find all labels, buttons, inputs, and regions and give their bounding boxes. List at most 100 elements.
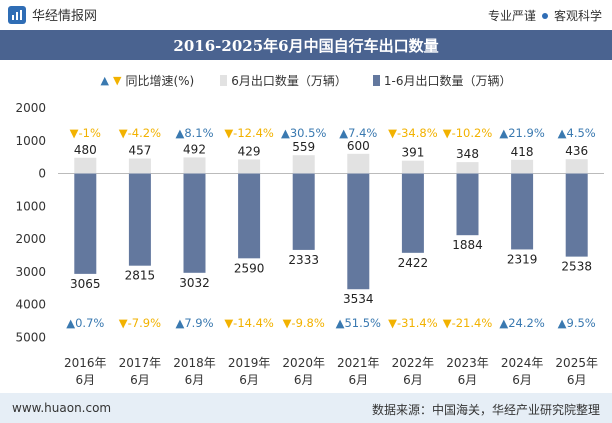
yoy-cumulative-label: ▼-14.4% [224, 316, 274, 330]
x-tick-label-line1: 2025年 [555, 356, 598, 370]
label-june-value: 457 [128, 144, 151, 158]
x-tick-label-line1: 2020年 [282, 356, 325, 370]
bar-june [565, 159, 588, 174]
yoy-cumulative-label: ▼-21.4% [443, 316, 493, 330]
yoy-cumulative-label: ▼-9.8% [283, 316, 325, 330]
yoy-cumulative-label: ▲51.5% [336, 316, 381, 330]
label-june-value: 492 [183, 142, 206, 156]
label-cumulative-value: 2538 [561, 260, 592, 274]
x-tick-label-line1: 2019年 [228, 356, 271, 370]
bar-cumulative [347, 173, 370, 290]
legend-yoy-label: 同比增速(%) [125, 74, 195, 88]
bar-june [292, 155, 315, 174]
y-tick-label: 2000 [15, 232, 46, 246]
label-june-value: 559 [292, 140, 315, 154]
legend-cumulative-swatch [372, 75, 380, 86]
y-tick-label: 0 [38, 167, 46, 181]
bar-cumulative [511, 173, 534, 250]
legend-cumulative: 1-6月出口数量（万辆） [372, 72, 512, 89]
yoy-june-label: ▼-34.8% [388, 126, 438, 140]
bar-june [128, 158, 151, 174]
yoy-june-label: ▲21.9% [499, 126, 544, 140]
yoy-june-label: ▼-4.2% [119, 126, 161, 140]
legend-june-swatch [220, 75, 228, 86]
bar-june [347, 153, 370, 174]
yoy-cumulative-label: ▲0.7% [66, 316, 104, 330]
triangle-down-icon: ▼ [112, 74, 122, 87]
label-june-value: 480 [74, 143, 97, 157]
y-tick-label: 3000 [15, 265, 46, 279]
yoy-june-label: ▼-10.2% [443, 126, 493, 140]
bar-cumulative [183, 173, 206, 273]
triangle-up-icon: ▲ [100, 74, 109, 87]
x-tick-label-line2: 6月 [512, 373, 532, 387]
x-tick-label-line1: 2018年 [173, 356, 216, 370]
label-cumulative-value: 2319 [507, 252, 538, 266]
footer-website[interactable]: www.huaon.com [12, 401, 112, 415]
x-tick-label-line1: 2024年 [501, 356, 544, 370]
tag-professional: 专业严谨 [487, 9, 536, 23]
footer: www.huaon.com 数据来源：中国海关，华经产业研究院整理 [0, 393, 612, 423]
label-cumulative-value: 3065 [70, 277, 101, 291]
x-tick-label-line2: 6月 [239, 373, 259, 387]
bar-cumulative [565, 173, 588, 257]
label-cumulative-value: 1884 [452, 238, 483, 252]
x-tick-label-line2: 6月 [567, 373, 587, 387]
bar-june [74, 157, 97, 174]
legend-yoy: ▲ ▼ 同比增速(%) [101, 72, 195, 89]
y-tick-label: 4000 [15, 298, 46, 312]
yoy-june-label: ▲4.5% [558, 126, 596, 140]
yoy-cumulative-label: ▲9.5% [558, 316, 596, 330]
x-tick-label-line1: 2017年 [119, 356, 162, 370]
label-june-value: 348 [456, 147, 479, 161]
bar-cumulative [292, 173, 315, 250]
yoy-cumulative-label: ▼-7.9% [119, 316, 161, 330]
chart-plot: 2000 1000 0 1000 2000 3000 4000 5000 480 3065 ▼-1%… [15, 101, 604, 387]
bar-cumulative [238, 173, 261, 259]
top-bar: 华经情报网 专业严谨 客观科学 [0, 0, 612, 30]
x-tick-label-line2: 6月 [185, 373, 205, 387]
label-cumulative-value: 3534 [343, 292, 374, 306]
label-june-value: 600 [347, 139, 370, 153]
bar-june [238, 159, 261, 174]
label-cumulative-value: 2333 [288, 253, 319, 267]
bar-june [511, 159, 534, 174]
yoy-cumulative-label: ▲24.2% [499, 316, 544, 330]
bullet-icon [541, 12, 548, 19]
brand[interactable]: 华经情报网 [8, 5, 97, 24]
bar-cumulative [401, 173, 424, 253]
yoy-june-label: ▲7.4% [339, 126, 377, 140]
label-june-value: 436 [565, 144, 588, 158]
label-cumulative-value: 3032 [179, 276, 210, 290]
y-tick-label: 2000 [15, 101, 46, 115]
legend: ▲ ▼ 同比增速(%) 6月出口数量（万辆） 1-6月出口数量（万辆） [0, 72, 612, 89]
header-tags: 专业严谨 客观科学 [488, 7, 602, 24]
y-tick-label: 1000 [15, 134, 46, 148]
x-tick-label-line2: 6月 [458, 373, 478, 387]
x-tick-label-line1: 2022年 [392, 356, 435, 370]
legend-cumulative-label: 1-6月出口数量（万辆） [383, 74, 512, 88]
tag-objective: 客观科学 [553, 9, 602, 23]
yoy-june-label: ▲30.5% [281, 126, 326, 140]
yoy-june-label: ▲8.1% [175, 126, 213, 140]
legend-june-label: 6月出口数量（万辆） [231, 74, 347, 88]
bar-cumulative [74, 173, 97, 274]
x-tick-label-line2: 6月 [348, 373, 368, 387]
bar-june [456, 162, 479, 174]
bar-cumulative [128, 173, 151, 266]
yoy-june-label: ▼-12.4% [224, 126, 274, 140]
label-cumulative-value: 2815 [125, 269, 156, 283]
x-tick-label-line2: 6月 [130, 373, 150, 387]
brand-logo-icon [8, 5, 26, 24]
x-tick-label-line2: 6月 [75, 373, 95, 387]
label-june-value: 391 [401, 146, 424, 160]
yoy-cumulative-label: ▼-31.4% [388, 316, 438, 330]
x-tick-label-line1: 2016年 [64, 356, 107, 370]
x-tick-label-line2: 6月 [294, 373, 314, 387]
brand-name: 华经情报网 [32, 9, 98, 24]
y-tick-label: 1000 [15, 199, 46, 213]
bar-cumulative [456, 173, 479, 236]
x-tick-label-line2: 6月 [403, 373, 423, 387]
label-cumulative-value: 2590 [234, 261, 265, 275]
chart-title: 2016-2025年6月中国自行车出口数量 [0, 30, 612, 60]
